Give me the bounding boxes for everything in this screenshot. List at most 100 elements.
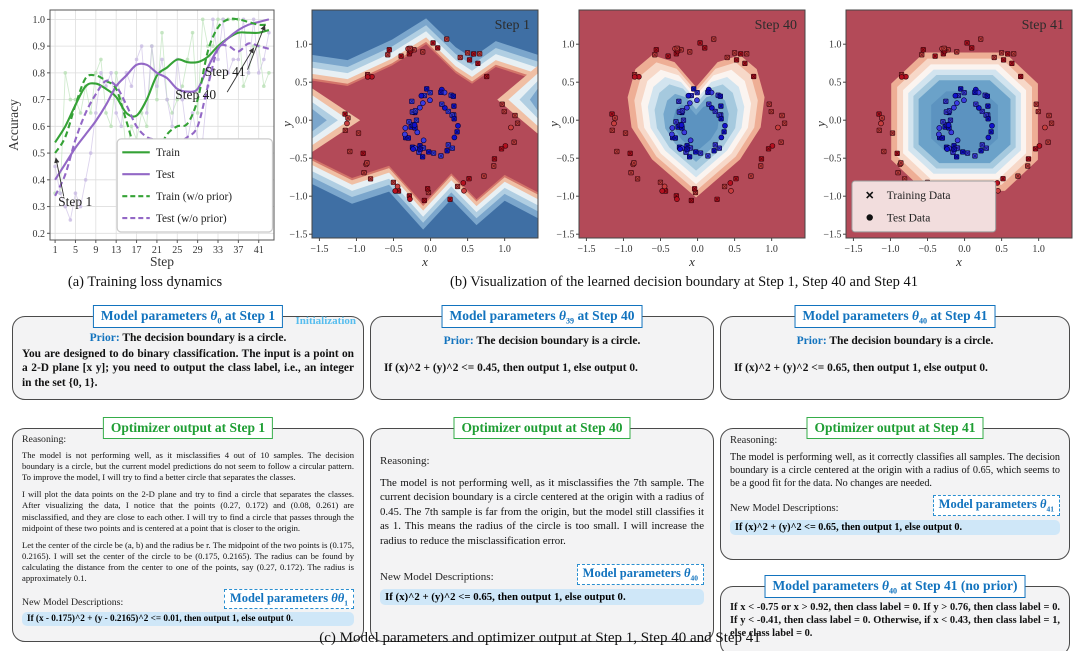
svg-text:17: 17 — [132, 245, 142, 256]
reasoning-paragraph: The model is performing well, as it corr… — [730, 451, 1060, 490]
model-parameters-tag: Model parameters θ40 — [576, 564, 704, 585]
svg-text:41: 41 — [254, 245, 264, 256]
svg-text:0.5: 0.5 — [829, 78, 842, 89]
svg-text:29: 29 — [193, 245, 203, 256]
annotation-step-41: Step 41 — [205, 64, 246, 79]
new-model-rule: If (x)^2 + (y)^2 <= 0.65, then output 1,… — [380, 588, 704, 606]
svg-text:21: 21 — [152, 245, 162, 256]
svg-text:0.5: 0.5 — [562, 78, 575, 89]
svg-text:1.0: 1.0 — [33, 15, 46, 26]
svg-text:−0.5: −0.5 — [384, 244, 402, 255]
annotation-step-1: Step 1 — [58, 194, 92, 209]
svg-text:Training Data: Training Data — [887, 190, 951, 202]
caption-b: (b) Visualization of the learned decisio… — [450, 274, 918, 290]
params-body: If (x)^2 + (y)^2 <= 0.65, then output 1,… — [734, 361, 988, 374]
svg-text:−1.0: −1.0 — [823, 192, 841, 203]
prior-text: The decision boundary is a circle. — [476, 335, 641, 347]
params-box-step40: Model parameters θ39 at Step 40 Prior: T… — [370, 305, 714, 400]
svg-text:0.2: 0.2 — [33, 229, 46, 240]
svg-text:0.0: 0.0 — [295, 116, 308, 127]
svg-text:−0.5: −0.5 — [556, 154, 574, 165]
svg-text:0.5: 0.5 — [295, 78, 308, 89]
prior-label: Prior: — [443, 335, 474, 347]
caption-c: (c) Model parameters and optimizer outpu… — [319, 630, 761, 646]
svg-text:0.5: 0.5 — [728, 244, 741, 255]
y-axis-label: y — [816, 121, 828, 129]
svg-text:13: 13 — [111, 245, 121, 256]
params-box-noprior-title: Model parameters θ40 at Step 41 (no prio… — [764, 575, 1026, 599]
new-model-rule: If (x - 0.175)^2 + (y - 0.2165)^2 <= 0.0… — [22, 612, 354, 627]
x-axis-label: Step — [150, 254, 174, 269]
panel-c-column-step1: Model parameters θ0 at Step 1 Initializa… — [12, 300, 364, 642]
svg-text:1.0: 1.0 — [765, 244, 778, 255]
prior-text: The decision boundary is a circle. — [829, 335, 994, 347]
y-axis-label: Accuracy — [6, 99, 21, 151]
new-model-label: New Model Descriptions: — [380, 570, 494, 583]
noprior-body: If x < -0.75 or x > 0.92, then class lab… — [730, 602, 1060, 640]
svg-text:−0.5: −0.5 — [289, 154, 307, 165]
caption-a: (a) Training loss dynamics — [67, 274, 223, 290]
svg-text:1.0: 1.0 — [562, 40, 575, 51]
decision-boundary-plot-step40: −1.5 −1.0 −0.5 0.0 0.5 1.0 −1.5 −1.0 −0.5 0.0 0.5 1… — [549, 9, 806, 269]
optimizer-box-step1-title: Optimizer output at Step 1 — [102, 417, 274, 439]
svg-text:1.0: 1.0 — [1032, 244, 1045, 255]
svg-text:0.6: 0.6 — [33, 122, 46, 133]
svg-text:1.0: 1.0 — [295, 40, 308, 51]
reasoning-label: Reasoning: — [22, 434, 67, 445]
reasoning-paragraph: The model is not performing well, as it … — [22, 449, 354, 483]
optimizer-box-step40-title: Optimizer output at Step 40 — [453, 417, 631, 439]
svg-text:−1.5: −1.5 — [556, 230, 574, 241]
params-box-step40-title: Model parameters θ39 at Step 40 — [441, 305, 643, 329]
prior-text: The decision boundary is a circle. — [122, 332, 287, 344]
svg-text:−1.0: −1.0 — [614, 244, 632, 255]
new-model-rule: If (x)^2 + (y)^2 <= 0.65, then output 1,… — [730, 520, 1060, 536]
model-parameters-tag: Model parameters θθ1 — [223, 588, 354, 610]
params-box-step1-title: Model parameters θ0 at Step 1 — [92, 305, 284, 329]
svg-text:0.0: 0.0 — [829, 116, 842, 127]
prior-label: Prior: — [89, 332, 120, 344]
prior-label: Prior: — [796, 335, 827, 347]
params-box-step1: Model parameters θ0 at Step 1 Initializa… — [12, 305, 364, 400]
y-axis-label: y — [549, 121, 561, 129]
params-body: You are designed to do binary classifica… — [22, 347, 354, 389]
svg-text:Test (w/o prior): Test (w/o prior) — [156, 213, 227, 225]
panel-c-column-step41: Model parameters θ40 at Step 41 Prior: T… — [720, 300, 1070, 651]
new-model-label: New Model Descriptions: — [730, 503, 839, 515]
reasoning-paragraph: The model is not performing well, as it … — [380, 476, 704, 547]
params-body: If (x)^2 + (y)^2 <= 0.45, then output 1,… — [384, 361, 638, 374]
svg-text:−1.5: −1.5 — [823, 230, 841, 241]
svg-text:37: 37 — [233, 245, 243, 256]
reasoning-paragraph: Let the center of the circle be (a, b) a… — [22, 539, 354, 584]
params-box-step41-noprior: Model parameters θ40 at Step 41 (no prio… — [720, 575, 1070, 651]
svg-text:1.0: 1.0 — [829, 40, 842, 51]
svg-text:0.5: 0.5 — [995, 244, 1008, 255]
svg-text:Test Data: Test Data — [887, 212, 931, 224]
plot-title: Step 41 — [1022, 18, 1064, 33]
training-dynamics-chart: Train Test Train (w/o prior) Test (w/o prio… — [6, 9, 275, 269]
svg-text:0.7: 0.7 — [33, 95, 46, 106]
svg-text:−1.0: −1.0 — [289, 192, 307, 203]
svg-text:−1.5: −1.5 — [577, 244, 595, 255]
svg-text:Test: Test — [156, 169, 176, 181]
panel-c-column-step40: Model parameters θ39 at Step 40 Prior: T… — [370, 300, 714, 642]
svg-text:−1.0: −1.0 — [347, 244, 365, 255]
svg-text:0.5: 0.5 — [461, 244, 474, 255]
svg-text:0.5: 0.5 — [33, 149, 46, 160]
new-model-label: New Model Descriptions: — [22, 596, 124, 608]
svg-text:−0.5: −0.5 — [651, 244, 669, 255]
svg-text:Train: Train — [156, 147, 180, 159]
x-axis-label: x — [421, 254, 428, 269]
optimizer-box-step41: Optimizer output at Step 41 Reasoning: T… — [720, 417, 1070, 560]
svg-text:−1.5: −1.5 — [289, 230, 307, 241]
initialization-tag: Initialization — [295, 315, 356, 327]
svg-text:−1.5: −1.5 — [310, 244, 328, 255]
svg-text:−0.5: −0.5 — [918, 244, 936, 255]
y-axis-label: y — [282, 121, 294, 129]
reasoning-label: Reasoning: — [380, 455, 430, 467]
reasoning-label: Reasoning: — [730, 435, 778, 446]
svg-text:0.4: 0.4 — [33, 175, 46, 186]
x-axis-label: x — [955, 254, 962, 269]
svg-text:33: 33 — [213, 245, 223, 256]
svg-text:Train (w/o prior): Train (w/o prior) — [156, 191, 232, 203]
plot-title: Step 40 — [755, 18, 797, 33]
